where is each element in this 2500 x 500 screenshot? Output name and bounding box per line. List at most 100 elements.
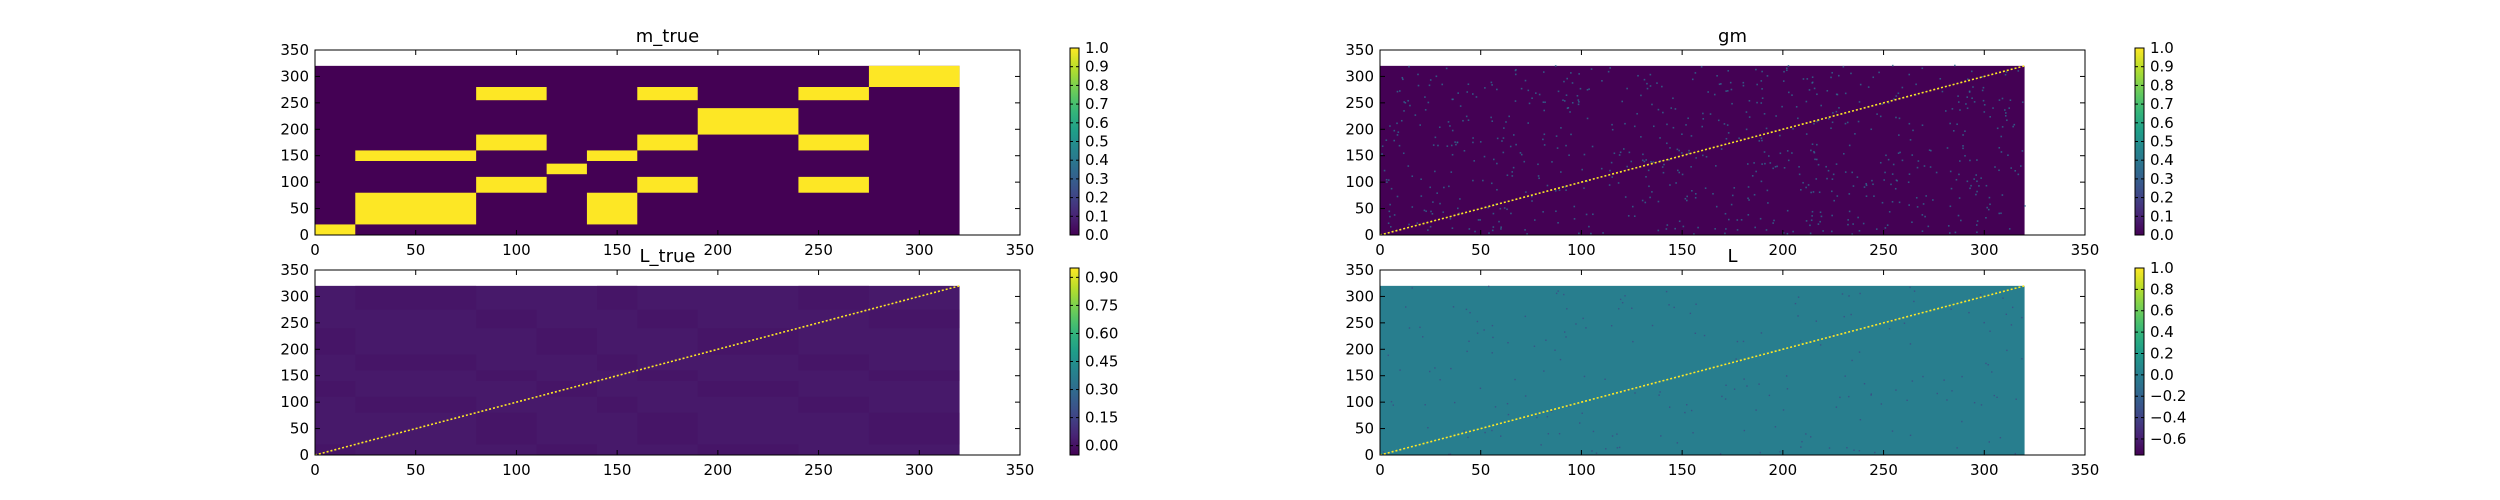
noise-cell	[1912, 129, 1914, 132]
y-tick-label: 100	[280, 393, 309, 411]
noise-cell	[1398, 144, 1401, 147]
noise-cell	[1396, 195, 1399, 198]
noise-cell	[1742, 340, 1745, 343]
noise-cell	[1651, 191, 1653, 193]
noise-cell	[1979, 293, 1982, 296]
colorbar-tick-label: 0.90	[1085, 268, 1118, 286]
colorbar-tick-label: 0.3	[1085, 170, 1109, 188]
colorbar-tick-label: 0.2	[1085, 189, 1109, 207]
noise-cell	[1901, 159, 1904, 162]
noise-cell	[1759, 451, 1762, 454]
noise-cell	[1999, 436, 2002, 439]
noise-cell	[1815, 158, 1818, 161]
noise-cell	[1717, 119, 1720, 122]
noise-cell	[1745, 111, 1748, 113]
noise-cell	[1982, 99, 1985, 102]
noise-cell	[1949, 122, 1951, 125]
noise-cell	[1885, 154, 1887, 157]
noise-cell	[1514, 73, 1517, 76]
noise-cell	[1954, 64, 1956, 67]
noise-cell	[1715, 205, 1718, 208]
noise-cell	[1531, 97, 1533, 99]
noise-cell	[1775, 115, 1777, 117]
noise-cell	[1970, 184, 1972, 187]
noise-cell	[1451, 153, 1454, 156]
noise-cell	[1991, 371, 1993, 373]
y-tick-label: 350	[1345, 41, 1374, 59]
noise-cell	[1389, 125, 1391, 127]
noise-cell	[1851, 233, 1854, 235]
noise-cell	[1479, 387, 1482, 390]
noise-cell	[1994, 166, 1996, 168]
noise-cell	[1634, 392, 1636, 394]
noise-cell	[1666, 123, 1668, 126]
noise-cell	[1712, 192, 1714, 195]
noise-cell	[1908, 73, 1911, 76]
noise-cell	[1820, 104, 1822, 107]
noise-cell	[1646, 87, 1649, 90]
noise-cell	[1832, 173, 1835, 176]
noise-cell	[1515, 143, 1517, 146]
noise-cell	[1628, 151, 1631, 154]
noise-cell	[1691, 189, 1693, 192]
noise-cell	[1503, 207, 1506, 209]
x-tick-label: 200	[704, 241, 733, 259]
noise-cell	[1557, 90, 1560, 93]
noise-cell	[1636, 112, 1638, 115]
noise-cell	[1438, 126, 1441, 129]
colorbar-tick-label: 0.5	[2150, 133, 2174, 151]
noise-cell	[1795, 105, 1798, 108]
y-tick-label: 150	[1345, 367, 1374, 385]
noise-cell	[1781, 105, 1783, 108]
noise-cell	[1921, 214, 1924, 216]
noise-cell	[1881, 201, 1884, 204]
noise-cell	[1848, 144, 1851, 147]
noise-cell	[1637, 74, 1639, 77]
colorbar-tick-label: 0.4	[1085, 151, 1109, 169]
noise-cell	[1985, 184, 1988, 187]
noise-cell	[2001, 126, 2004, 128]
noise-cell	[1962, 145, 1964, 147]
noise-cell	[1583, 187, 1585, 189]
noise-cell	[1720, 83, 1722, 85]
noise-cell	[1428, 84, 1431, 87]
noise-cell	[1477, 219, 1480, 221]
noise-cell	[1913, 300, 1915, 303]
noise-cell	[1843, 315, 1845, 318]
noise-cell	[1608, 184, 1611, 186]
noise-cell	[1787, 159, 1790, 162]
noise-cell	[1950, 308, 1952, 310]
noise-cell	[1815, 320, 1818, 322]
noise-cell	[2005, 313, 2008, 316]
noise-cell	[1694, 72, 1697, 74]
noise-cell	[1726, 90, 1729, 92]
colorbar-tick-label: 0.8	[2150, 76, 2174, 94]
noise-cell	[1666, 142, 1668, 145]
noise-cell	[1509, 145, 1512, 148]
noise-cell	[1468, 340, 1470, 343]
x-tick-label: 50	[406, 241, 425, 259]
noise-cell	[1577, 99, 1580, 101]
noise-cell	[1951, 108, 1954, 110]
x-tick-label: 200	[704, 461, 733, 479]
noise-cell	[1898, 201, 1901, 204]
noise-cell	[1896, 179, 1898, 182]
noise-cell	[1980, 404, 1983, 406]
faint-block	[868, 309, 960, 329]
noise-cell	[2017, 173, 2020, 176]
noise-cell	[1983, 103, 1986, 106]
noise-cell	[1496, 137, 1499, 140]
noise-cell	[1848, 395, 1850, 398]
noise-cell	[1387, 354, 1389, 357]
noise-cell	[1624, 122, 1626, 125]
noise-cell	[1898, 134, 1900, 136]
noise-cell	[1846, 121, 1849, 124]
noise-cell	[1651, 103, 1653, 106]
noise-cell	[1964, 154, 1966, 157]
noise-cell	[1678, 149, 1680, 152]
noise-cell	[1647, 169, 1650, 172]
noise-cell	[2004, 112, 2007, 114]
noise-cell	[1969, 187, 1971, 190]
noise-cell	[1463, 430, 1465, 432]
noise-cell	[1617, 308, 1620, 310]
